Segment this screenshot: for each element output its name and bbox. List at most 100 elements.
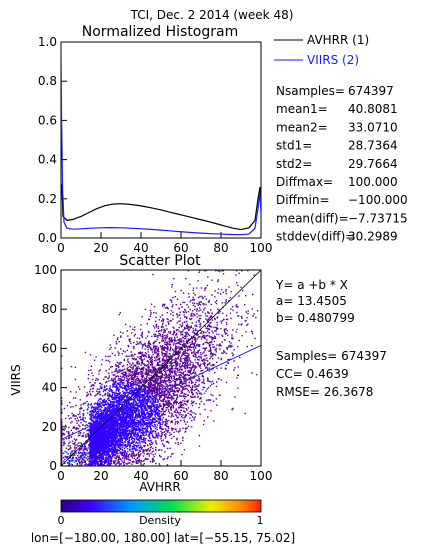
colorbar-gradient bbox=[60, 499, 262, 513]
scatter-hot-point bbox=[68, 462, 71, 464]
scatter-hot-point bbox=[87, 452, 89, 454]
scatter-hot-point bbox=[72, 456, 74, 459]
scatter-hot-point bbox=[74, 461, 76, 464]
histogram-ytick-label: 0.8 bbox=[38, 74, 57, 88]
scatter-hot-point bbox=[66, 462, 69, 464]
histogram-chart: Normalized Histogram 0 20 40 60 80 1000.00.20… bbox=[38, 24, 273, 255]
histogram-xtick-label: 80 bbox=[213, 241, 228, 255]
histogram-title: Normalized Histogram bbox=[82, 24, 238, 40]
regression-samples: Samples= 674397 bbox=[276, 349, 387, 363]
colorbar-max-label: 1 bbox=[257, 514, 264, 527]
scatter-hot-point bbox=[85, 452, 88, 454]
stat-label: std2= bbox=[276, 157, 312, 171]
scatter-hot-point bbox=[67, 458, 69, 461]
scatter-xtick-label: 0 bbox=[57, 469, 65, 483]
scatter-xtick-label: 60 bbox=[173, 469, 188, 483]
stat-value: −7.73715 bbox=[348, 211, 408, 225]
stat-value: 33.0710 bbox=[348, 120, 398, 134]
stats-block: Nsamples= 674397 mean1= 40.8081 mean2= 33.071… bbox=[276, 84, 408, 244]
stat-value: 674397 bbox=[348, 84, 394, 98]
regression-a: a= 13.4505 bbox=[276, 294, 347, 308]
regression-block: Y= a +b * X a= 13.4505 b= 0.480799 Sampl… bbox=[275, 278, 387, 399]
legend: AVHRR (1) VIIRS (2) bbox=[274, 33, 369, 67]
scatter-ytick-label: 0 bbox=[49, 459, 57, 473]
stat-label: mean(diff)= bbox=[276, 211, 349, 225]
scatter-ytick-label: 80 bbox=[42, 302, 57, 316]
stat-label: stddev(diff)= bbox=[276, 230, 355, 244]
stat-label: Nsamples= bbox=[276, 84, 345, 98]
scatter-ytick-label: 100 bbox=[34, 263, 57, 277]
scatter-chart: Scatter Plot 0 20 40 60 80 100 0 20 40 60 80 100 AV… bbox=[9, 253, 272, 494]
colorbar-label: Density bbox=[139, 514, 181, 527]
scatter-xtick-label: 100 bbox=[250, 469, 273, 483]
scatter-hot-point bbox=[77, 459, 79, 461]
stat-label: Diffmin= bbox=[276, 193, 330, 207]
scatter-ylabel: VIIRS bbox=[9, 364, 23, 395]
histogram-lines bbox=[61, 51, 261, 236]
histogram-ytick-label: 0.4 bbox=[38, 153, 57, 167]
scatter-hot-point bbox=[85, 448, 88, 451]
scatter-hot-point bbox=[75, 460, 77, 463]
stat-value: 28.7364 bbox=[348, 139, 398, 153]
regression-cc: CC= 0.4639 bbox=[276, 367, 349, 381]
stat-value: −100.000 bbox=[348, 193, 408, 207]
scatter-hot-point bbox=[65, 455, 67, 458]
page-title: TCI, Dec. 2 2014 (week 48) bbox=[130, 8, 294, 22]
stat-label: Diffmax= bbox=[276, 175, 333, 189]
scatter-ytick-label: 40 bbox=[42, 381, 57, 395]
scatter-ticks: 0 20 40 60 80 100 0 20 40 60 80 100 bbox=[34, 263, 272, 483]
scatter-hot-point bbox=[88, 436, 90, 438]
stat-value: 29.7664 bbox=[348, 157, 398, 171]
scatter-hot-point bbox=[79, 455, 82, 457]
scatter-hot-point bbox=[75, 452, 77, 454]
scatter-hot-point bbox=[82, 455, 85, 458]
scatter-frame bbox=[60, 269, 262, 467]
scatter-hot-point bbox=[82, 457, 85, 459]
scatter-hot-point bbox=[78, 456, 80, 459]
regression-b: b= 0.480799 bbox=[276, 311, 355, 325]
scatter-hot-point bbox=[84, 445, 87, 448]
scatter-lines bbox=[61, 270, 261, 466]
legend-viirs-label: VIIRS (2) bbox=[307, 53, 359, 67]
stat-value: 40.8081 bbox=[348, 102, 398, 116]
stat-label: mean1= bbox=[276, 102, 328, 116]
scatter-hot-point bbox=[68, 463, 71, 466]
legend-avhrr-label: AVHRR (1) bbox=[307, 33, 369, 47]
scatter-hot-point bbox=[66, 451, 68, 454]
scatter-hot-point bbox=[81, 458, 84, 461]
scatter-ytick-label: 60 bbox=[42, 341, 57, 355]
histogram-ticks: 0 20 40 60 80 100 0.0 0.2 0.4 0.6 0.8 1.0 bbox=[38, 35, 273, 255]
scatter-hot-point bbox=[81, 445, 84, 448]
scatter-hot-point bbox=[70, 463, 72, 466]
one-to-one-line bbox=[61, 270, 261, 466]
scatter-xtick-label: 20 bbox=[93, 469, 108, 483]
histogram-frame bbox=[60, 41, 262, 239]
scatter-hot-point bbox=[79, 441, 81, 444]
scatter-title: Scatter Plot bbox=[119, 253, 201, 269]
scatter-hot-point bbox=[86, 454, 88, 456]
histogram-xtick-label: 20 bbox=[93, 241, 108, 255]
stat-label: mean2= bbox=[276, 120, 328, 134]
histogram-ytick-label: 1.0 bbox=[38, 35, 57, 49]
scatter-hot-point bbox=[70, 451, 73, 454]
histogram-xtick-label: 60 bbox=[173, 241, 188, 255]
scatter-ytick-label: 20 bbox=[42, 420, 57, 434]
regression-equation: Y= a +b * X bbox=[275, 278, 348, 292]
histogram-xtick-label: 40 bbox=[133, 241, 148, 255]
histogram-ytick-label: 0.0 bbox=[38, 231, 57, 245]
regression-rmse: RMSE= 26.3678 bbox=[276, 385, 373, 399]
stat-label: std1= bbox=[276, 139, 312, 153]
regression-line bbox=[61, 344, 261, 441]
scatter-hot-point bbox=[75, 457, 77, 459]
scatter-hot-point bbox=[83, 443, 86, 446]
histogram-xtick-label: 0 bbox=[57, 241, 65, 255]
stat-value: 30.2989 bbox=[348, 230, 398, 244]
scatter-xtick-label: 40 bbox=[133, 469, 148, 483]
footer-coords: lon=[−180.00, 180.00] lat=[−55.15, 75.02… bbox=[31, 531, 295, 545]
scatter-hot-point bbox=[77, 460, 80, 462]
histogram-xtick-label: 100 bbox=[250, 241, 273, 255]
scatter-hot-point bbox=[90, 456, 92, 458]
scatter-hot-point bbox=[81, 454, 83, 456]
scatter-cloud-dense bbox=[89, 358, 163, 466]
scatter-hot-point bbox=[70, 457, 73, 460]
